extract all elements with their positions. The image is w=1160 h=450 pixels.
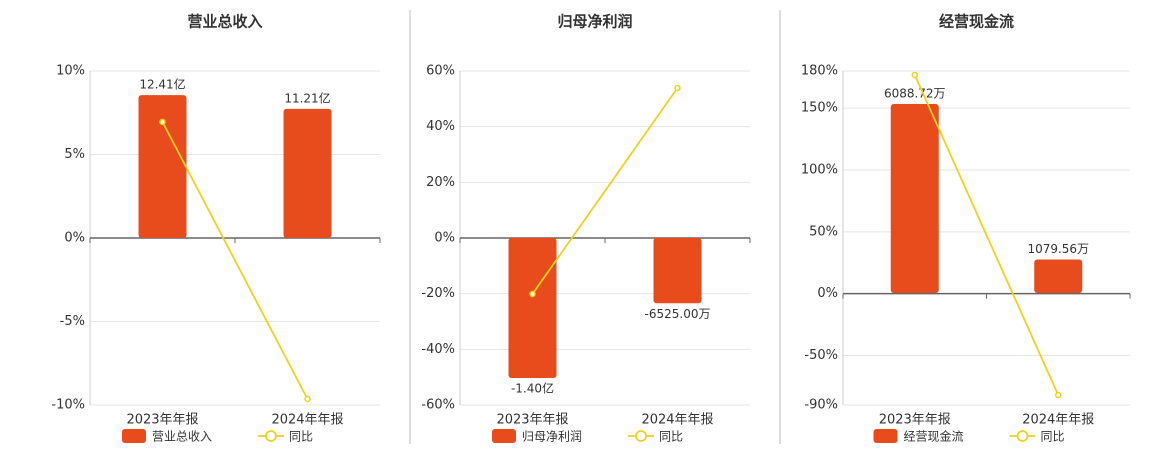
x-tick-label: 2023年年报 bbox=[879, 413, 951, 428]
y-tick-label: -10% bbox=[51, 398, 85, 413]
yoy-point bbox=[529, 290, 536, 298]
y-tick-label: 0% bbox=[434, 231, 455, 246]
bar bbox=[653, 238, 702, 304]
value-label: 11.21亿 bbox=[284, 90, 330, 105]
value-label: -1.40亿 bbox=[511, 381, 554, 396]
y-tick-label: 150% bbox=[801, 101, 838, 116]
y-tick-label: 180% bbox=[801, 64, 838, 79]
value-label: 6088.72万 bbox=[884, 87, 946, 101]
legend-label: 同比 bbox=[289, 430, 313, 444]
y-tick-label: 0% bbox=[817, 286, 838, 301]
y-tick-label: 0% bbox=[64, 231, 85, 246]
value-label: 1079.56万 bbox=[1027, 242, 1089, 256]
legend-swatch bbox=[873, 429, 898, 443]
yoy-line bbox=[913, 74, 1060, 396]
yoy-point bbox=[911, 71, 918, 79]
chart-title: 营业总收入 bbox=[187, 13, 262, 31]
bar bbox=[1034, 259, 1083, 294]
y-tick-label: -5% bbox=[60, 314, 85, 329]
legend-label: 同比 bbox=[659, 430, 683, 444]
x-tick-label: 2024年年报 bbox=[641, 413, 713, 428]
chart-title: 经营现金流 bbox=[939, 13, 1014, 31]
bar bbox=[138, 95, 187, 238]
legend-swatch bbox=[492, 429, 516, 443]
y-tick-label: -90% bbox=[804, 398, 838, 413]
y-tick-label: -40% bbox=[421, 342, 455, 357]
y-tick-label: 20% bbox=[426, 175, 455, 190]
y-tick-label: 40% bbox=[426, 119, 455, 134]
y-tick-label: 5% bbox=[64, 147, 85, 162]
legend-swatch bbox=[1016, 430, 1029, 442]
legend-label: 同比 bbox=[1041, 430, 1065, 444]
y-tick-label: 50% bbox=[809, 224, 838, 239]
legend-label: 营业总收入 bbox=[152, 430, 212, 444]
bar bbox=[508, 238, 557, 378]
legend-swatch bbox=[122, 429, 146, 443]
yoy-line bbox=[531, 87, 679, 295]
bar bbox=[283, 108, 332, 238]
y-tick-label: 10% bbox=[56, 64, 85, 79]
yoy-point bbox=[674, 84, 681, 92]
chart-title: 归母净利润 bbox=[557, 13, 632, 31]
y-tick-label: -60% bbox=[421, 398, 455, 413]
y-tick-label: -50% bbox=[804, 348, 838, 363]
yoy-point bbox=[159, 118, 166, 126]
x-tick-label: 2024年年报 bbox=[1022, 413, 1094, 428]
x-tick-label: 2023年年报 bbox=[496, 413, 568, 428]
yoy-line bbox=[161, 121, 309, 400]
legend-swatch bbox=[265, 430, 277, 442]
y-tick-label: 60% bbox=[426, 64, 455, 79]
legend-label: 经营现金流 bbox=[904, 429, 964, 444]
y-tick-label: 100% bbox=[801, 162, 838, 177]
yoy-point bbox=[304, 395, 311, 403]
bar bbox=[890, 104, 939, 294]
x-tick-label: 2024年年报 bbox=[271, 413, 343, 428]
y-tick-label: -20% bbox=[421, 286, 455, 301]
legend-label: 归母净利润 bbox=[522, 430, 582, 444]
value-label: 12.41亿 bbox=[139, 77, 185, 92]
yoy-point bbox=[1055, 391, 1062, 399]
value-label: -6525.00万 bbox=[645, 307, 711, 321]
x-tick-label: 2023年年报 bbox=[126, 413, 198, 428]
legend-swatch bbox=[635, 430, 647, 442]
